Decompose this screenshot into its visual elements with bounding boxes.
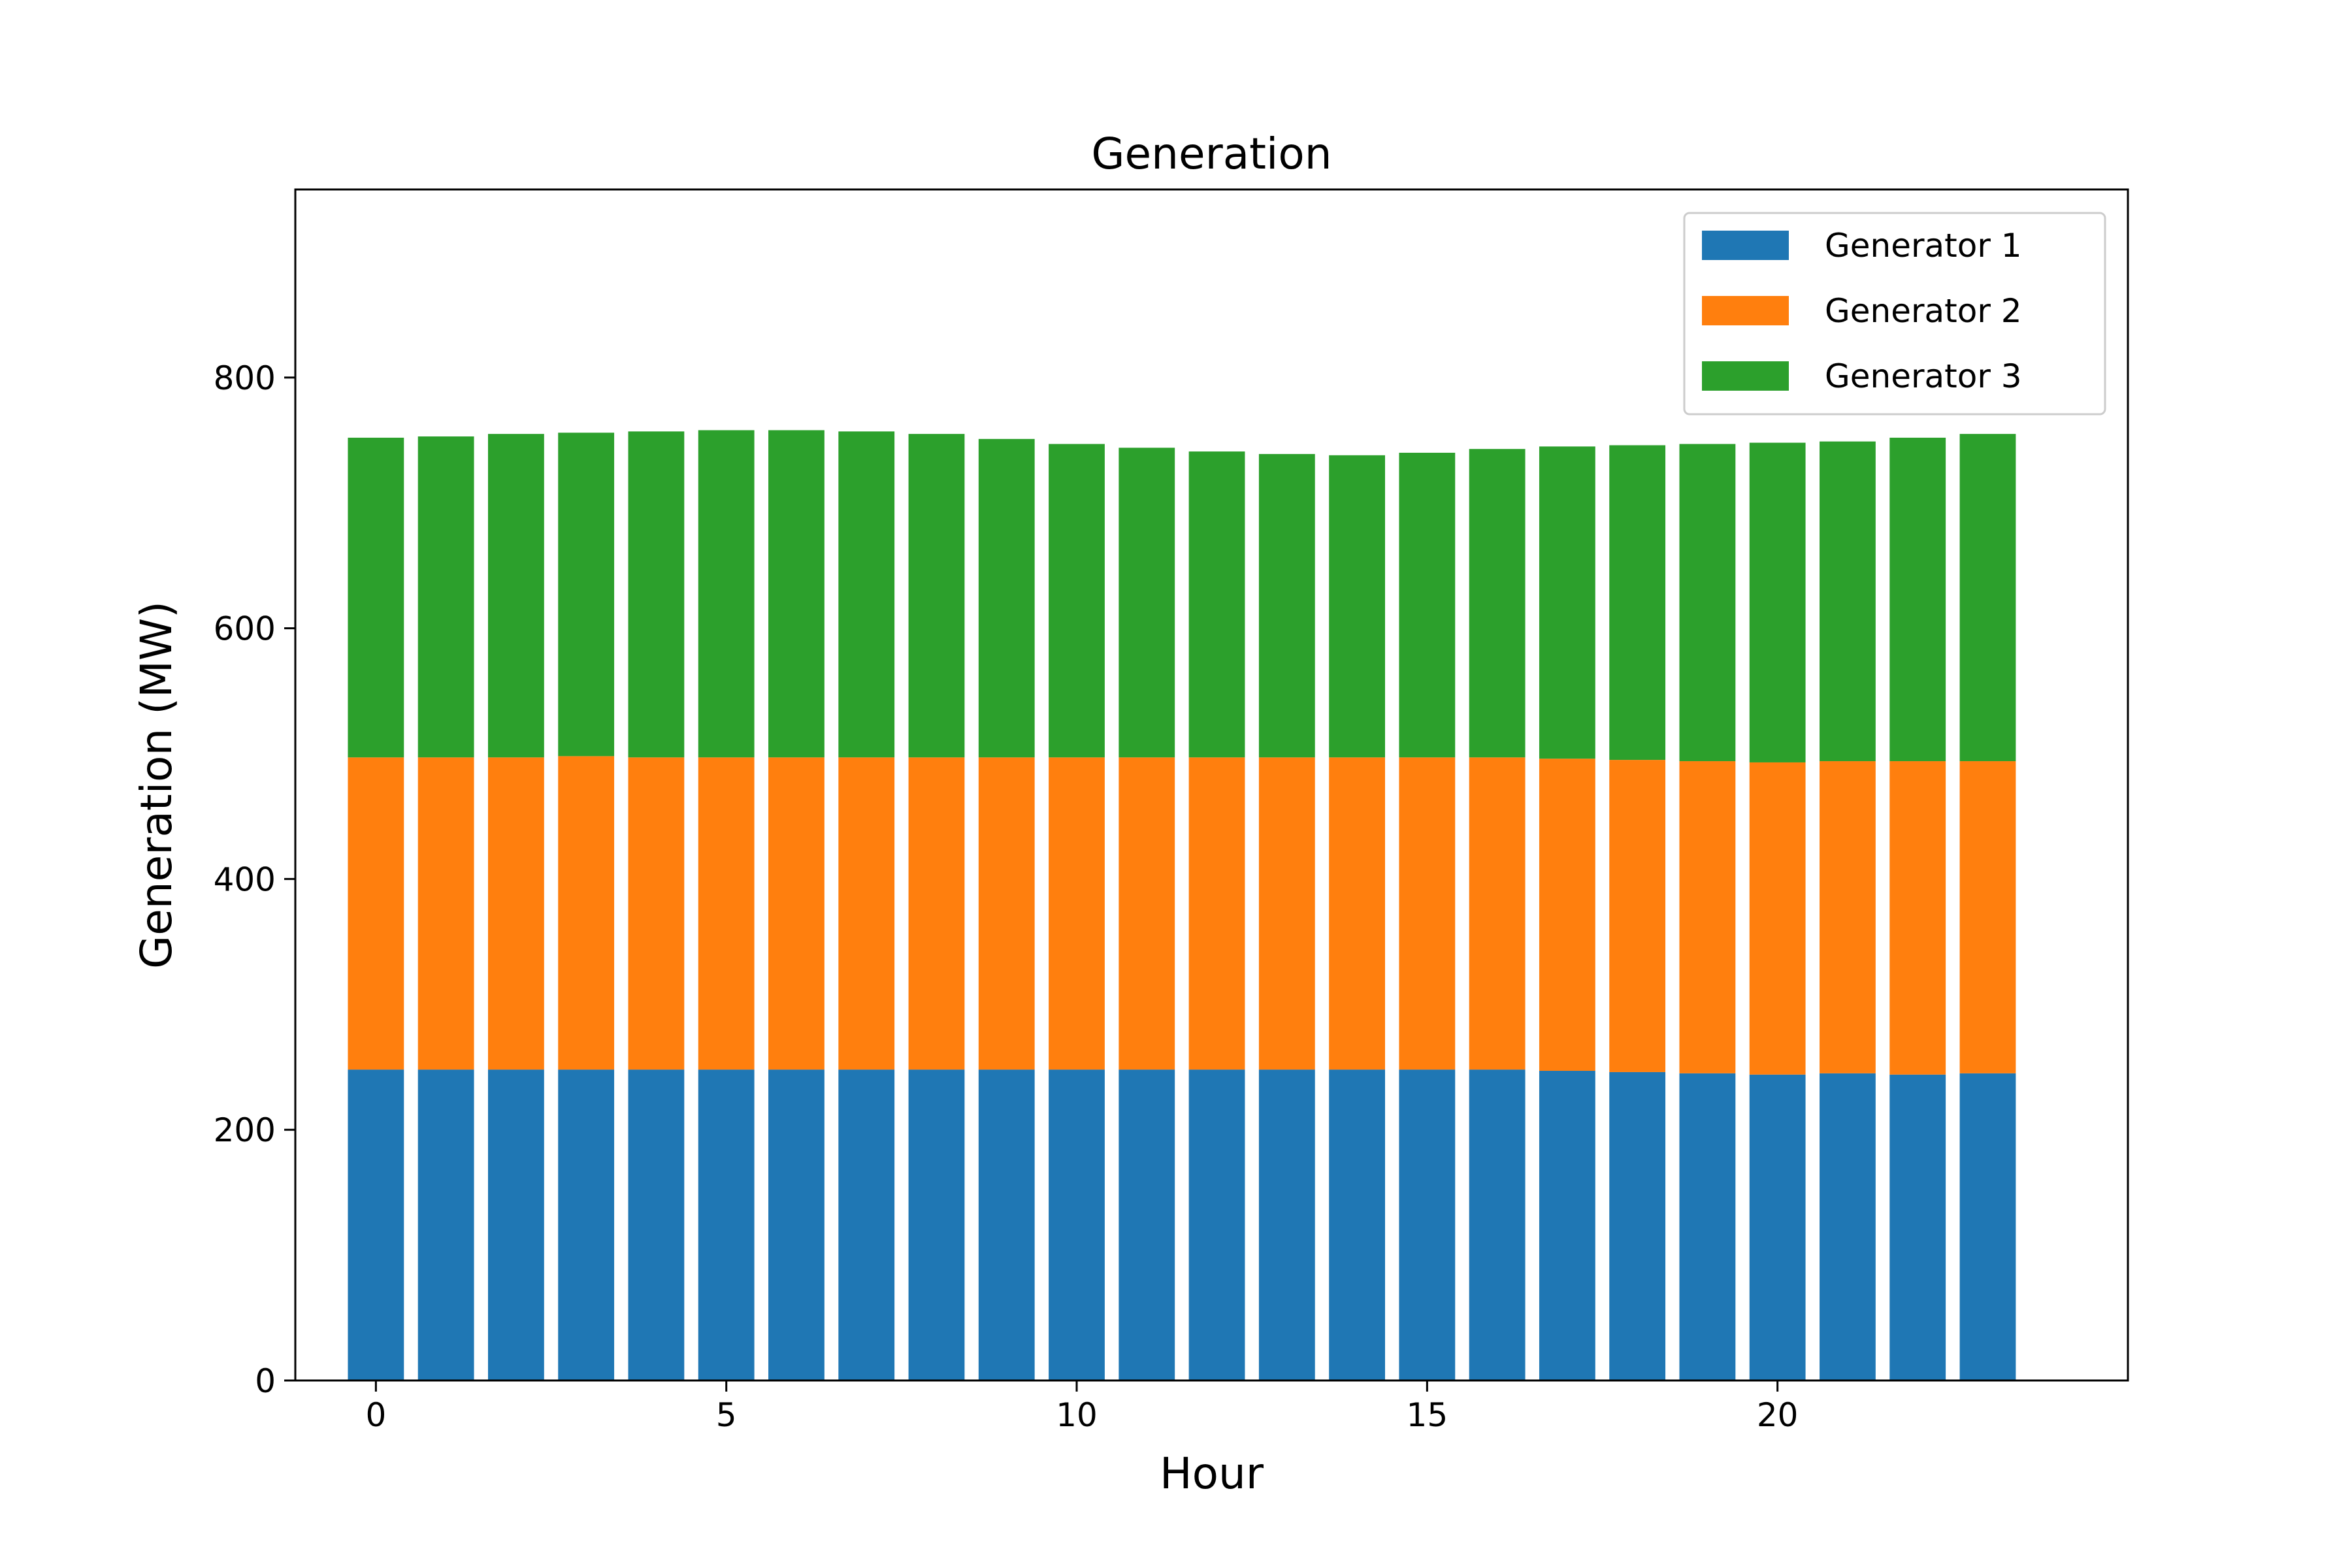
bar-generator-1-hour-19: [1679, 1073, 1736, 1380]
x-tick-label: 0: [365, 1396, 386, 1434]
bar-generator-1-hour-16: [1469, 1070, 1526, 1380]
bar-generator-2-hour-16: [1469, 757, 1526, 1070]
bar-generator-2-hour-0: [348, 757, 404, 1070]
bar-generator-2-hour-8: [908, 757, 965, 1070]
x-axis-label: Hour: [1160, 1448, 1264, 1499]
bar-generator-3-hour-12: [1188, 451, 1245, 758]
x-axis-ticks: 0 5 10 15 20: [365, 1380, 1798, 1434]
bar-generator-2-hour-17: [1539, 759, 1595, 1071]
bar-generator-1-hour-18: [1609, 1071, 1666, 1380]
legend-box: [1683, 212, 2106, 416]
bar-generator-1-hour-15: [1399, 1070, 1456, 1380]
bar-generator-3-hour-10: [1049, 444, 1105, 758]
bar-generator-3-hour-11: [1119, 448, 1175, 758]
x-tick-label: 10: [1056, 1396, 1098, 1434]
bar-generator-2-hour-10: [1049, 757, 1105, 1070]
bar-generator-1-hour-10: [1049, 1070, 1105, 1380]
bar-generator-3-hour-17: [1539, 446, 1595, 759]
legend-swatch-generator-3: [1702, 361, 1789, 391]
bar-generator-2-hour-13: [1258, 757, 1315, 1070]
bar-generator-3-hour-1: [417, 436, 474, 758]
bar-generator-3-hour-21: [1820, 441, 1876, 762]
bar-generator-2-hour-3: [558, 756, 615, 1070]
legend-label-generator-3: Generator 3: [1825, 357, 2022, 395]
bar-generator-2-hour-2: [487, 757, 544, 1070]
x-tick-label: 5: [716, 1396, 737, 1434]
bar-generator-1-hour-11: [1119, 1070, 1175, 1380]
bar-generator-2-hour-9: [978, 757, 1035, 1070]
bar-generator-3-hour-2: [487, 434, 544, 758]
bar-generator-1-hour-6: [768, 1070, 825, 1380]
plot-frame: [294, 188, 2129, 1382]
bar-generator-2-hour-18: [1609, 760, 1666, 1072]
bar-generator-1-hour-2: [487, 1070, 544, 1380]
bar-generator-1-hour-23: [1959, 1073, 2016, 1380]
bar-generator-3-hour-23: [1959, 434, 2016, 762]
chart-title: Generation: [1091, 129, 1331, 179]
bar-generator-1-hour-7: [838, 1070, 895, 1380]
y-tick-label: 200: [214, 1111, 276, 1149]
bar-generator-3-hour-16: [1469, 449, 1526, 758]
bar-generator-3-hour-15: [1399, 452, 1456, 758]
bar-generator-1-hour-8: [908, 1070, 965, 1380]
bar-generator-1-hour-5: [698, 1070, 755, 1380]
bar-generator-1-hour-17: [1539, 1071, 1595, 1380]
bar-generator-2-hour-1: [417, 757, 474, 1070]
bar-generator-2-hour-14: [1329, 757, 1385, 1070]
x-tick-label: 20: [1757, 1396, 1799, 1434]
bar-generator-1-hour-9: [978, 1070, 1035, 1380]
bar-generator-2-hour-22: [1889, 761, 1946, 1075]
bar-generator-2-hour-11: [1119, 757, 1175, 1070]
bar-generator-1-hour-22: [1889, 1074, 1946, 1380]
y-tick-label: 400: [214, 860, 276, 898]
y-tick-label: 600: [214, 610, 276, 648]
bar-generator-2-hour-12: [1188, 757, 1245, 1070]
bar-generator-3-hour-19: [1679, 444, 1736, 762]
y-axis-label: Generation (MW): [131, 601, 182, 969]
bar-generator-1-hour-12: [1188, 1070, 1245, 1380]
bar-generator-1-hour-0: [348, 1070, 404, 1380]
bar-generator-2-hour-23: [1959, 761, 2016, 1073]
legend-swatch-generator-2: [1702, 296, 1789, 325]
bars-layer: [348, 430, 2016, 1380]
bar-generator-2-hour-4: [628, 757, 685, 1070]
bar-generator-1-hour-4: [628, 1070, 685, 1380]
bar-generator-3-hour-13: [1258, 453, 1315, 758]
bar-generator-3-hour-7: [838, 431, 895, 758]
bar-generator-2-hour-15: [1399, 757, 1456, 1070]
bar-generator-1-hour-13: [1258, 1070, 1315, 1380]
bar-generator-3-hour-9: [978, 438, 1035, 758]
x-tick-label: 15: [1407, 1396, 1448, 1434]
bar-generator-1-hour-14: [1329, 1070, 1385, 1380]
bar-generator-2-hour-6: [768, 757, 825, 1070]
bar-generator-2-hour-20: [1749, 762, 1806, 1075]
bar-generator-3-hour-18: [1609, 445, 1666, 760]
bar-generator-1-hour-20: [1749, 1074, 1806, 1380]
bar-generator-3-hour-0: [348, 437, 404, 758]
bar-generator-3-hour-22: [1889, 437, 1946, 762]
legend: Generator 1 Generator 2 Generator 3: [1683, 212, 2106, 416]
bar-generator-3-hour-5: [698, 430, 755, 758]
bar-generator-2-hour-5: [698, 757, 755, 1070]
bar-generator-3-hour-6: [768, 430, 825, 758]
bar-generator-1-hour-21: [1820, 1073, 1876, 1380]
bar-generator-3-hour-14: [1329, 455, 1385, 758]
legend-label-generator-1: Generator 1: [1825, 227, 2022, 265]
y-tick-label: 0: [255, 1362, 276, 1400]
bar-generator-2-hour-7: [838, 757, 895, 1070]
bar-generator-3-hour-4: [628, 431, 685, 758]
y-tick-label: 800: [214, 359, 276, 397]
bar-generator-2-hour-19: [1679, 761, 1736, 1073]
bar-generator-1-hour-1: [417, 1070, 474, 1380]
bar-generator-3-hour-3: [558, 433, 615, 757]
legend-label-generator-2: Generator 2: [1825, 292, 2022, 330]
bar-generator-2-hour-21: [1820, 761, 1876, 1073]
legend-swatch-generator-1: [1702, 231, 1789, 260]
bar-generator-3-hour-8: [908, 434, 965, 758]
y-axis-ticks: 0 200 400 600 800: [214, 359, 295, 1400]
bar-generator-1-hour-3: [558, 1070, 615, 1380]
bar-generator-3-hour-20: [1749, 442, 1806, 762]
